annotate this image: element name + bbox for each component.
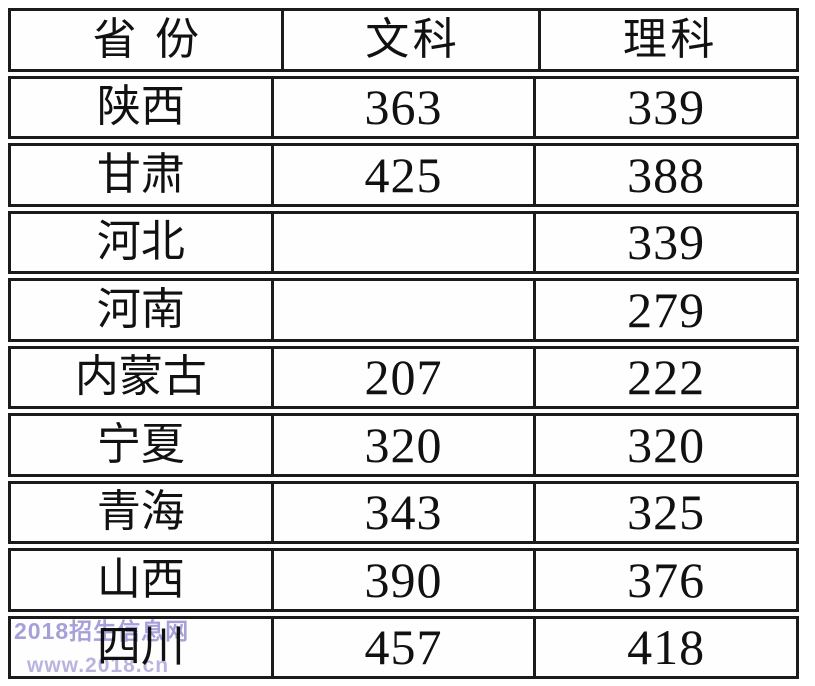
- arts-score-cell: 425: [270, 146, 534, 204]
- table-row: 青海 343 325: [8, 480, 799, 544]
- header-province: 省份: [92, 14, 218, 64]
- arts-score-cell: 390: [270, 551, 534, 609]
- science-score-cell: 418: [533, 618, 796, 676]
- science-score-cell: 339: [533, 78, 796, 136]
- table-row: 甘肃 425 388: [8, 143, 799, 207]
- table-row: 河北 339: [8, 210, 799, 274]
- province-cell: 河北: [96, 217, 185, 267]
- province-cell: 四川: [96, 622, 185, 672]
- table-row: 内蒙古 207 222: [8, 345, 799, 409]
- header-science: 理科: [538, 11, 796, 69]
- province-cell: 陕西: [96, 82, 185, 132]
- arts-score-cell: 343: [270, 483, 534, 541]
- table-row: 山西 390 376: [8, 548, 799, 612]
- table-row: 四川 457 418: [8, 615, 799, 679]
- science-score-cell: 320: [533, 416, 796, 474]
- science-score-cell: 325: [533, 483, 796, 541]
- province-cell: 青海: [96, 487, 185, 537]
- science-score-cell: 222: [533, 348, 796, 406]
- header-arts: 文科: [280, 11, 539, 69]
- table-row: 陕西 363 339: [8, 75, 799, 139]
- arts-score-cell: 320: [270, 416, 534, 474]
- province-cell: 甘肃: [96, 149, 185, 199]
- arts-score-cell: 363: [270, 78, 534, 136]
- science-score-cell: 376: [533, 551, 796, 609]
- province-cell: 内蒙古: [74, 352, 207, 402]
- arts-score-cell: [270, 213, 534, 271]
- table-row: 河南 279: [8, 278, 799, 342]
- province-cell: 山西: [96, 554, 185, 604]
- science-score-cell: 388: [533, 146, 796, 204]
- science-score-cell: 339: [533, 213, 796, 271]
- arts-score-cell: [270, 281, 534, 339]
- table-row: 宁夏 320 320: [8, 413, 799, 477]
- table-header-row: 省份 文科 理科: [8, 8, 799, 72]
- province-cell: 河南: [96, 284, 185, 334]
- arts-score-cell: 457: [270, 618, 534, 676]
- science-score-cell: 279: [533, 281, 796, 339]
- scores-table: 省份 文科 理科 陕西 363 339 甘肃 425 388 河北 339 河南 279 内蒙古 20…: [8, 8, 799, 679]
- arts-score-cell: 207: [270, 348, 534, 406]
- province-cell: 宁夏: [96, 419, 185, 469]
